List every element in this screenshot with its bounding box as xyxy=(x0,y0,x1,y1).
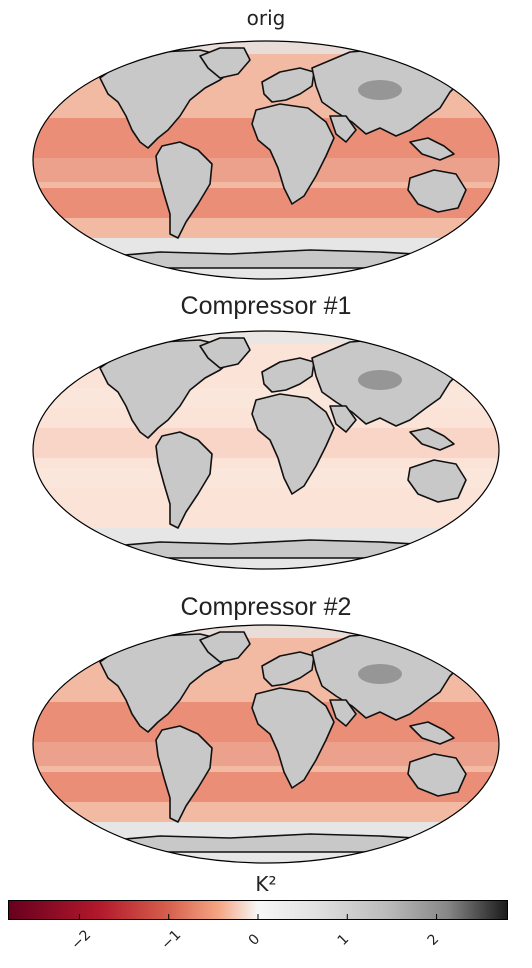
plateau-shade xyxy=(358,370,402,390)
arctic-ice xyxy=(30,38,502,54)
map-panel-compressor-2 xyxy=(30,622,502,866)
colorbar-tick-label: −2 xyxy=(69,927,95,953)
world-map-orig xyxy=(30,38,502,282)
colorbar-tick-label: 2 xyxy=(424,931,442,949)
world-map-compressor-1 xyxy=(30,328,502,572)
panel-title-compressor-2: Compressor #2 xyxy=(0,593,532,622)
panel-title-orig: orig xyxy=(0,6,532,30)
arctic-ice xyxy=(30,328,502,344)
plateau-shade xyxy=(358,80,402,100)
colorbar-label: K² xyxy=(0,872,532,896)
plateau-shade xyxy=(358,664,402,684)
colorbar-tick-label: 0 xyxy=(246,931,264,949)
map-panel-orig xyxy=(30,38,502,282)
map-panel-compressor-1 xyxy=(30,328,502,572)
colorbar-tick-label: −1 xyxy=(158,927,184,953)
world-map-compressor-2 xyxy=(30,622,502,866)
colorbar xyxy=(8,900,508,920)
panel-title-compressor-1: Compressor #1 xyxy=(0,292,532,321)
colorbar-tick-label: 1 xyxy=(335,931,353,949)
